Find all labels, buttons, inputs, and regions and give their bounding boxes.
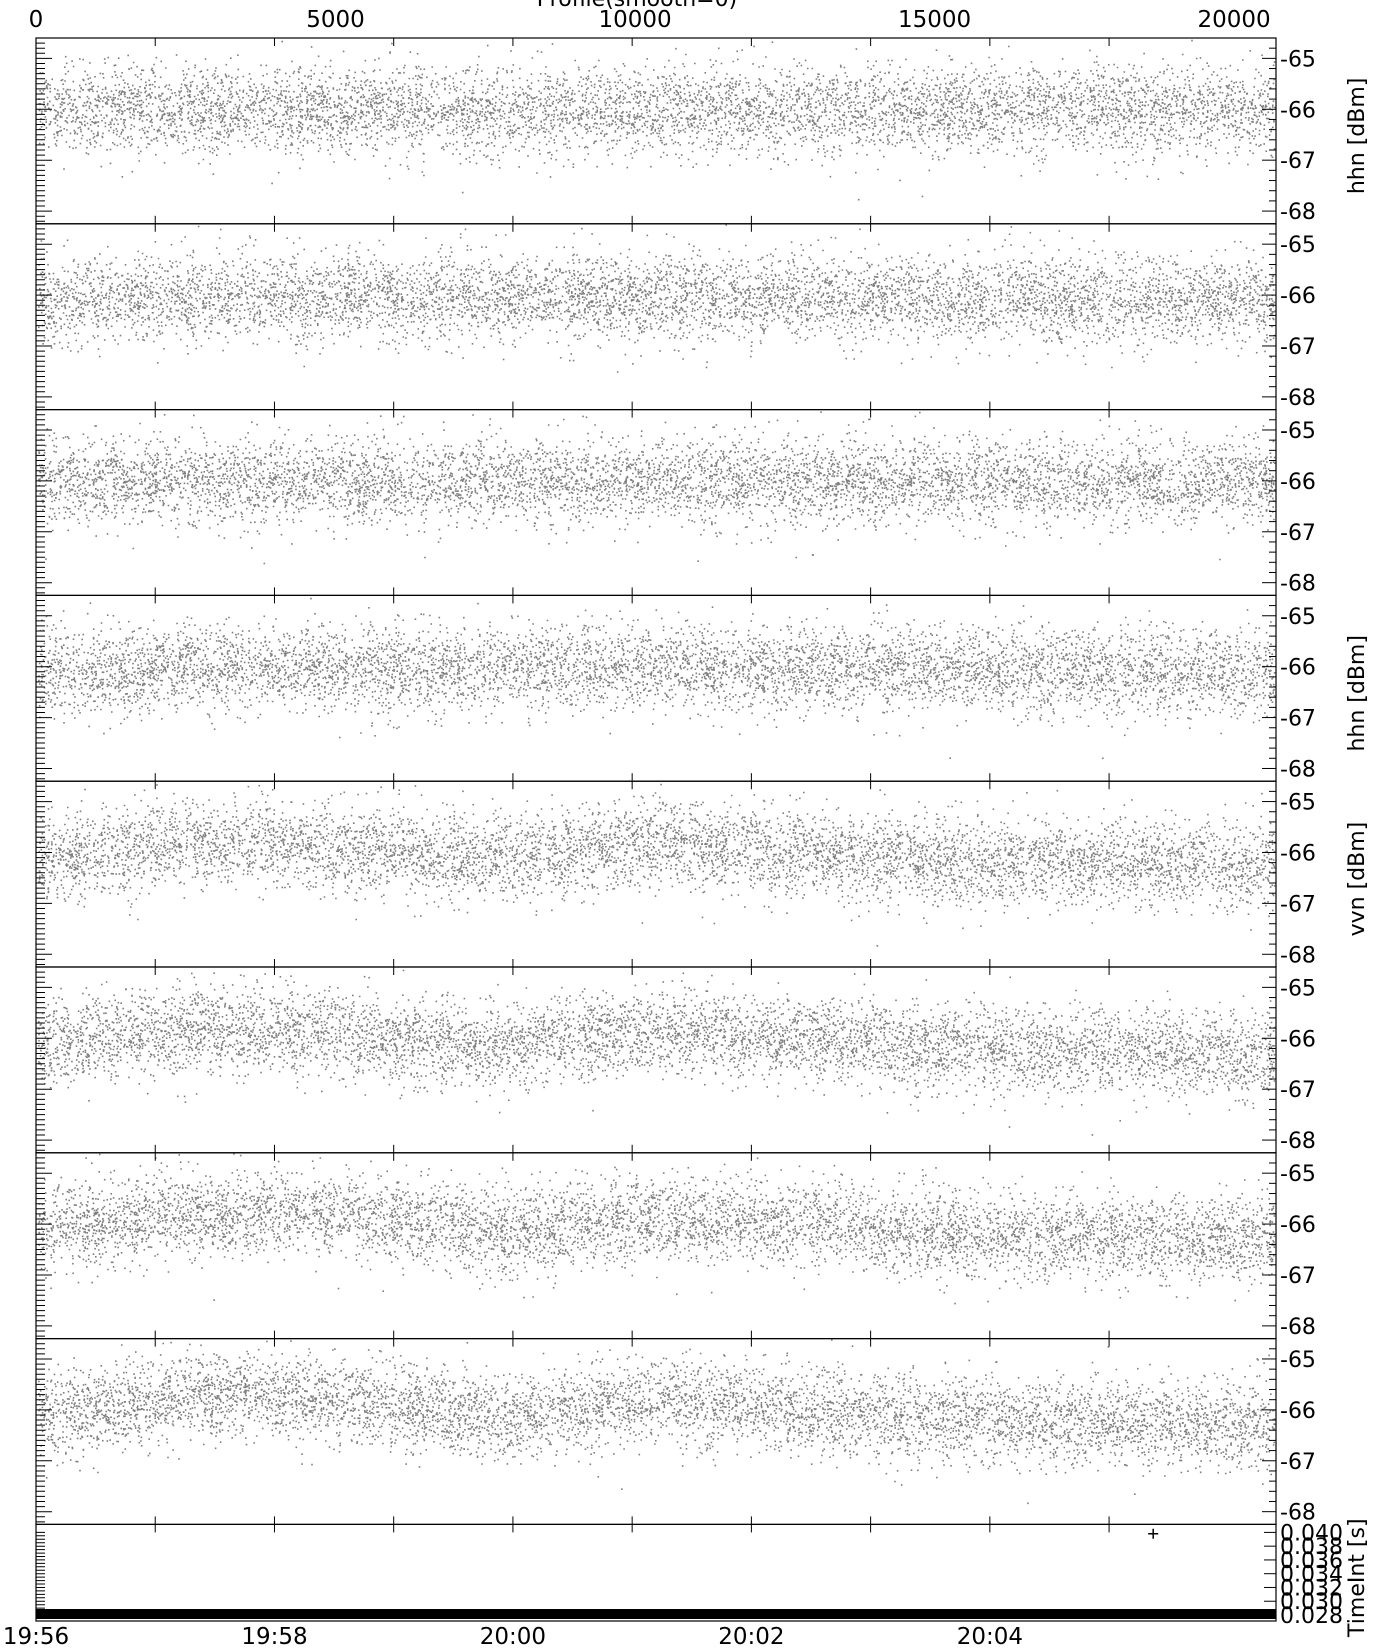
time-baseline — [36, 1609, 1276, 1619]
top-tick-label: 10000 — [598, 7, 671, 33]
left-ticks — [36, 1338, 52, 1523]
y-tick-label: -65 — [1280, 1162, 1316, 1187]
data-points — [38, 783, 1276, 947]
top-tick-label: 5000 — [306, 7, 365, 33]
time-tick-label: 20:02 — [718, 1624, 784, 1648]
y-tick-label: -68 — [1280, 1129, 1316, 1154]
y-tick-label: -66 — [1280, 1213, 1316, 1238]
y-tick-label: -66 — [1280, 470, 1316, 495]
data-points — [38, 1153, 1276, 1305]
time-tick-label: 19:56 — [3, 1624, 69, 1648]
data-points — [38, 411, 1276, 565]
data-points — [38, 969, 1276, 1136]
time-tick-label: 19:58 — [241, 1624, 307, 1648]
left-ticks — [36, 409, 52, 594]
time-panel-frame — [35, 1523, 1277, 1622]
top-tick-label: 0 — [29, 7, 44, 33]
y-tick-label: -66 — [1280, 284, 1316, 309]
time-axis-label: TimeInt [s] — [1345, 1518, 1370, 1638]
chart-title: Profile(smooth=0) — [537, 0, 737, 12]
y-tick-label: -67 — [1280, 1078, 1316, 1103]
top-tick-label: 15000 — [898, 7, 971, 33]
y-tick-label: -68 — [1280, 757, 1316, 782]
time-tick-label: 0.032 — [1280, 1576, 1343, 1601]
left-ticks — [36, 594, 52, 780]
y-tick-label: -66 — [1280, 841, 1316, 866]
top-tick-label: 20000 — [1197, 7, 1270, 33]
y-tick-label: -66 — [1280, 656, 1316, 681]
left-ticks — [36, 1152, 52, 1337]
y-tick-label: -67 — [1280, 335, 1316, 360]
y-tick-label: -67 — [1280, 1450, 1316, 1475]
y-tick-label: -68 — [1280, 1501, 1316, 1526]
y-tick-label: -65 — [1280, 47, 1316, 72]
y-tick-label: -67 — [1280, 1264, 1316, 1289]
axes-layer: 0 5000 10000 15000 20000 19:56 19:58 20:00 20:02… — [3, 7, 1370, 1648]
y-axis-label: vvn [dBm] — [1345, 822, 1370, 937]
y-tick-label: -65 — [1280, 1348, 1316, 1373]
left-ticks — [36, 780, 52, 965]
y-tick-label: -68 — [1280, 572, 1316, 597]
y-tick-label: -68 — [1280, 386, 1316, 411]
time-tick-label: 0.030 — [1280, 1590, 1343, 1615]
y-tick-label: -68 — [1280, 1315, 1316, 1340]
y-tick-label: -66 — [1280, 1027, 1316, 1052]
y-tick-label: -67 — [1280, 707, 1316, 732]
y-tick-label: -66 — [1280, 1399, 1316, 1424]
left-ticks — [36, 966, 52, 1151]
y-tick-label: -67 — [1280, 149, 1316, 174]
y-tick-label: -67 — [1280, 892, 1316, 917]
time-tick-label: 0.040 — [1280, 1521, 1343, 1546]
y-tick-label: -67 — [1280, 521, 1316, 546]
time-tick-label: 20:00 — [480, 1624, 546, 1648]
time-tick-label: 0.034 — [1280, 1563, 1343, 1588]
data-points — [38, 39, 1276, 201]
data-points — [38, 224, 1276, 373]
y-tick-label: -65 — [1280, 605, 1316, 630]
panel-frame — [35, 409, 1277, 597]
y-tick-label: -66 — [1280, 98, 1316, 123]
time-tick-label: 0.028 — [1280, 1604, 1343, 1629]
y-axis-label: hhn [dBm] — [1345, 78, 1370, 194]
left-ticks — [36, 37, 52, 222]
y-tick-label: -65 — [1280, 419, 1316, 444]
left-ticks — [36, 223, 52, 408]
panel-frame — [35, 966, 1277, 1154]
y-axis-label: hhn [dBm] — [1345, 635, 1370, 751]
data-points — [38, 1339, 1276, 1505]
time-outlier — [1148, 1528, 1159, 1539]
time-tick-label: 0.036 — [1280, 1549, 1343, 1574]
time-tick-label: 20:04 — [957, 1624, 1023, 1648]
y-tick-label: -68 — [1280, 943, 1316, 968]
data-points — [38, 597, 1276, 760]
panel-frame — [35, 1152, 1277, 1340]
time-left-ticks — [36, 1531, 45, 1616]
y-tick-label: -65 — [1280, 791, 1316, 816]
scatter-layer — [38, 39, 1276, 1505]
panel-frame — [35, 223, 1277, 411]
y-tick-label: -68 — [1280, 200, 1316, 225]
time-tick-label: 0.038 — [1280, 1535, 1343, 1560]
panel-frame — [35, 1337, 1277, 1525]
y-tick-label: -65 — [1280, 976, 1316, 1001]
y-tick-label: -65 — [1280, 233, 1316, 258]
